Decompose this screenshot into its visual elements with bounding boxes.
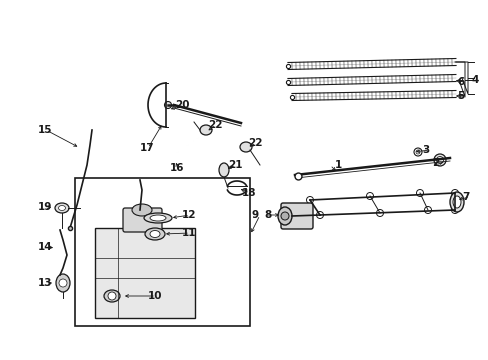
FancyBboxPatch shape [123,208,162,232]
Ellipse shape [56,274,70,292]
Circle shape [164,102,171,108]
Text: 19: 19 [38,202,52,212]
Ellipse shape [143,213,172,223]
Text: 15: 15 [38,125,52,135]
Bar [95,228,195,318]
Text: 18: 18 [242,188,256,198]
Circle shape [108,292,116,300]
Ellipse shape [278,207,291,225]
Circle shape [450,189,458,197]
Circle shape [415,150,419,154]
Circle shape [306,197,313,203]
Circle shape [316,211,323,219]
Text: 17: 17 [140,143,154,153]
Circle shape [281,212,288,220]
Ellipse shape [104,290,120,302]
Text: 21: 21 [227,160,242,170]
Text: 20: 20 [175,100,189,110]
Circle shape [413,148,421,156]
Text: 12: 12 [182,210,196,220]
Text: 6: 6 [456,77,463,87]
Circle shape [433,154,445,166]
Ellipse shape [200,125,212,135]
Bar [75,178,249,326]
Ellipse shape [59,206,65,211]
Text: 22: 22 [207,120,222,130]
Ellipse shape [150,215,165,221]
Ellipse shape [150,230,160,238]
Text: 4: 4 [470,75,477,85]
Text: 3: 3 [421,145,428,155]
Ellipse shape [145,228,164,240]
Circle shape [59,279,67,287]
Text: 1: 1 [334,160,341,170]
Ellipse shape [452,196,460,208]
Text: 10: 10 [148,291,162,301]
FancyBboxPatch shape [281,203,312,229]
Ellipse shape [240,142,251,152]
Text: 11: 11 [182,228,196,238]
Text: 14: 14 [38,242,53,252]
Ellipse shape [55,203,69,213]
Circle shape [450,207,458,213]
Text: 9: 9 [251,210,259,220]
Text: 8: 8 [264,210,271,220]
Text: 22: 22 [247,138,262,148]
Circle shape [366,193,373,199]
Ellipse shape [449,192,463,212]
Circle shape [416,189,423,197]
Ellipse shape [132,204,152,216]
Circle shape [424,207,430,213]
Circle shape [376,210,383,216]
Text: 13: 13 [38,278,52,288]
Text: 16: 16 [170,163,184,173]
Ellipse shape [219,163,228,177]
Text: 7: 7 [461,192,468,202]
Circle shape [436,157,443,163]
Text: 5: 5 [456,91,463,101]
Text: 2: 2 [431,158,438,168]
